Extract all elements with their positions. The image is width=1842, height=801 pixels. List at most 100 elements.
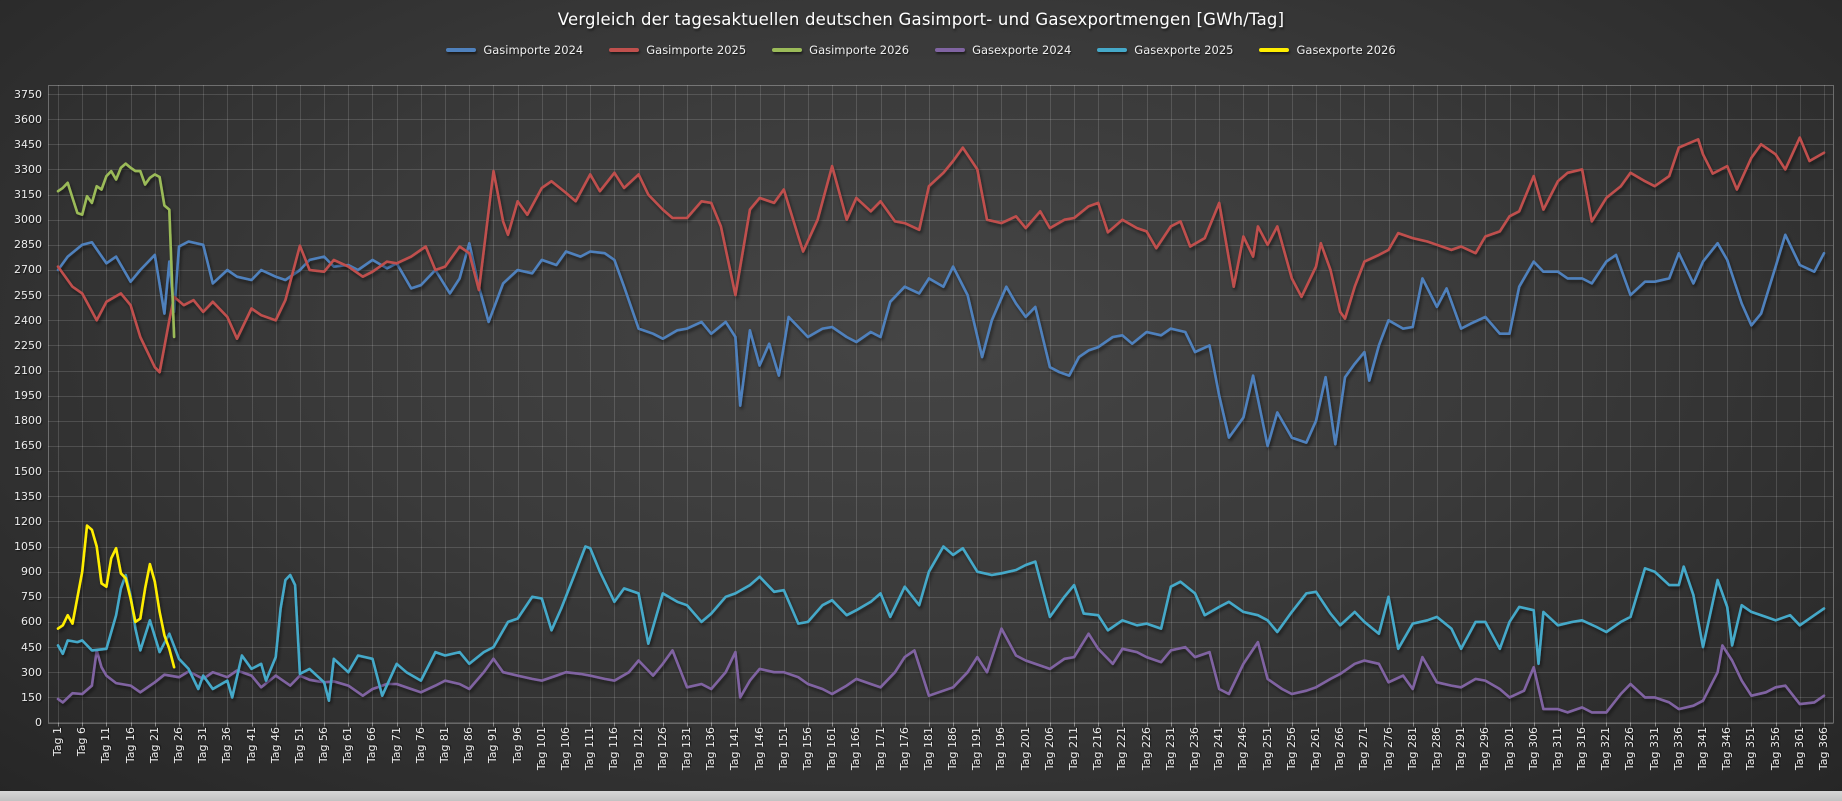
x-axis-tick-label: Tag 306 (1526, 727, 1540, 771)
x-axis-tick-label: Tag 121 (631, 727, 645, 771)
y-axis-tick-label: 3750 (14, 87, 42, 101)
x-axis-tick-label: Tag 141 (728, 727, 742, 771)
y-axis-tick-label: 1350 (14, 489, 42, 503)
bottom-edge-strip (0, 791, 1842, 801)
x-axis-tick-label: Tag 91 (486, 727, 500, 764)
x-axis-tick-label: Tag 116 (607, 727, 621, 771)
x-axis-tick-label: Tag 316 (1575, 727, 1589, 771)
x-axis-tick-label: Tag 136 (704, 727, 718, 771)
x-axis-tick-label: Tag 196 (994, 727, 1008, 771)
x-axis-tick-label: Tag 261 (1308, 727, 1322, 771)
legend-item-gasimporte-2026: Gasimporte 2026 (772, 43, 909, 57)
x-axis-tick-label: Tag 186 (946, 727, 960, 771)
x-axis-tick-label: Tag 6 (75, 727, 89, 757)
y-axis-tick-label: 0 (35, 716, 42, 729)
legend-line-swatch (609, 48, 640, 52)
x-axis-tick-label: Tag 21 (147, 727, 161, 764)
legend-line-swatch (1097, 48, 1128, 52)
x-axis-tick-label: Tag 236 (1188, 727, 1201, 771)
x-axis-tick-label: Tag 291 (1454, 727, 1468, 771)
x-axis-tick-label: Tag 256 (1284, 727, 1298, 771)
y-axis-tick-label: 1950 (14, 389, 42, 403)
x-axis-tick-label: Tag 26 (171, 727, 185, 764)
x-axis-tick-label: Tag 361 (1792, 727, 1806, 771)
x-axis-tick-label: Tag 51 (292, 727, 306, 764)
x-axis-tick-label: Tag 216 (1091, 727, 1105, 771)
x-axis-tick-label: Tag 96 (510, 727, 524, 764)
y-axis-tick-label: 1200 (14, 514, 42, 528)
x-axis-tick-label: Tag 16 (123, 727, 137, 764)
y-axis-tick-label: 3600 (14, 112, 42, 126)
legend-label: Gasexporte 2025 (1134, 43, 1234, 57)
x-axis-tick-label: Tag 211 (1067, 727, 1081, 771)
legend-label: Gasexporte 2026 (1296, 43, 1396, 57)
x-axis-tick-label: Tag 106 (559, 727, 573, 771)
x-axis-tick-label: Tag 171 (873, 727, 887, 771)
x-axis-tick-label: Tag 351 (1744, 727, 1758, 771)
legend-line-swatch (1259, 48, 1290, 52)
x-axis-tick-label: Tag 366 (1817, 727, 1830, 771)
x-axis-tick-label: Tag 266 (1333, 727, 1347, 771)
x-axis-tick-label: Tag 176 (897, 727, 911, 771)
x-axis-tick-label: Tag 181 (921, 727, 935, 771)
x-axis-tick-label: Tag 66 (365, 727, 379, 764)
x-axis-tick-label: Tag 206 (1042, 727, 1056, 771)
series-line-gasexporte-2026 (56, 524, 176, 669)
gridlines (48, 85, 1833, 727)
y-axis-tick-label: 150 (21, 690, 42, 704)
x-axis-tick-label: Tag 356 (1768, 727, 1782, 771)
x-axis-tick-label: Tag 276 (1381, 727, 1395, 771)
y-axis-tick-label: 3300 (14, 162, 42, 176)
y-axis-tick-label: 900 (21, 565, 42, 579)
x-axis-tick-label: Tag 301 (1502, 727, 1516, 771)
x-axis-tick-label: Tag 286 (1429, 727, 1443, 771)
series-line-gasimporte-2025 (56, 136, 1826, 374)
x-axis-tick-label: Tag 36 (220, 727, 234, 764)
legend-item-gasexporte-2026: Gasexporte 2026 (1259, 43, 1396, 57)
y-axis-tick-label: 3000 (14, 213, 42, 227)
y-axis-tick-label: 2250 (14, 338, 42, 352)
x-axis-tick-label: Tag 61 (341, 727, 355, 764)
legend-item-gasexporte-2025: Gasexporte 2025 (1097, 43, 1233, 57)
y-axis-tick-label: 3450 (14, 137, 42, 151)
y-axis-tick-label: 600 (21, 615, 42, 629)
x-axis-tick-label: Tag 191 (970, 727, 984, 771)
y-axis-tick-label: 1050 (14, 540, 42, 554)
x-axis-tick-label: Tag 296 (1478, 727, 1492, 771)
y-axis-tick-label: 3150 (14, 188, 42, 202)
x-axis-tick-label: Tag 76 (413, 727, 427, 764)
y-axis-tick-label: 2700 (14, 263, 42, 277)
y-axis-tick-label: 1800 (14, 414, 42, 428)
legend-line-swatch (935, 48, 966, 52)
x-axis-tick-label: Tag 201 (1018, 727, 1032, 771)
x-axis-tick-label: Tag 161 (825, 727, 839, 771)
x-axis-tick-label: Tag 221 (1115, 727, 1129, 771)
legend-label: Gasexporte 2024 (972, 43, 1072, 57)
y-axis-tick-label: 300 (21, 665, 42, 679)
series-line-gasexporte-2025 (56, 545, 1826, 703)
legend-label: Gasimporte 2026 (809, 43, 910, 57)
legend: Gasimporte 2024 Gasimporte 2025 Gasimporte… (0, 43, 1842, 57)
x-axis-tick-label: Tag 126 (655, 727, 669, 771)
legend-item-gasimporte-2025: Gasimporte 2025 (609, 43, 746, 57)
x-axis-tick-label: Tag 146 (752, 727, 766, 771)
x-axis-tick-label: Tag 151 (776, 727, 790, 771)
y-axis-tick-label: 450 (21, 640, 42, 654)
x-axis-tick-label: Tag 101 (534, 727, 548, 771)
x-axis-tick-label: Tag 341 (1696, 727, 1710, 771)
x-axis-tick-label: Tag 56 (317, 727, 331, 764)
x-axis-tick-label: Tag 156 (800, 727, 814, 771)
x-axis-tick-label: Tag 311 (1550, 727, 1564, 771)
x-axis-tick-label: Tag 251 (1260, 727, 1274, 771)
x-axis-tick-label: Tag 41 (244, 727, 258, 764)
legend-item-gasimporte-2024: Gasimporte 2024 (446, 43, 583, 57)
x-axis-tick-label: Tag 271 (1357, 727, 1371, 771)
legend-item-gasexporte-2024: Gasexporte 2024 (935, 43, 1071, 57)
y-axis-tick-label: 1650 (14, 439, 42, 453)
x-axis-tick-label: Tag 31 (196, 727, 210, 764)
x-axis-tick-label: Tag 281 (1405, 727, 1419, 771)
series-line-gasexporte-2024 (56, 627, 1826, 714)
x-axis-tick-label: Tag 81 (438, 727, 452, 764)
